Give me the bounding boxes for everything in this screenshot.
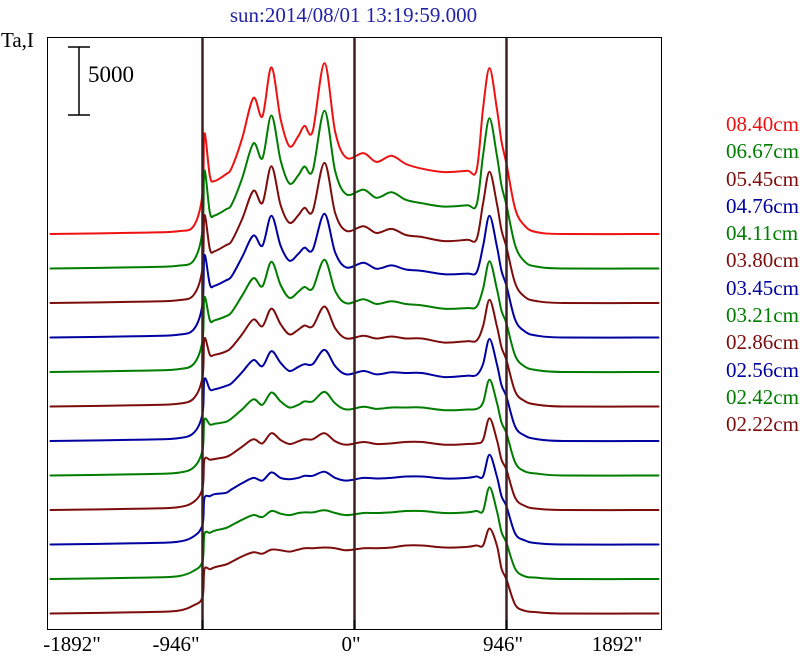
x-axis-tick-labels: -1892" -946" 0" 946" 1892": [0, 632, 807, 658]
trace-02.86cm: [49, 417, 660, 512]
x-tick-label: 0": [341, 632, 361, 656]
trace-02.56cm: [49, 453, 660, 546]
x-tick-label: -946": [152, 632, 200, 656]
legend-item-08.40cm: 08.40cm: [726, 112, 799, 136]
y-axis-label: Ta,I: [1, 28, 34, 52]
legend-item-03.21cm: 03.21cm: [726, 303, 799, 328]
legend-item-03.45cm: 03.45cm: [726, 275, 799, 300]
trace-03.80cm: [49, 298, 660, 408]
trace-04.11cm: [49, 258, 660, 374]
legend-item-06.67cm: 06.67cm: [726, 139, 799, 164]
plot-svg: [49, 38, 660, 629]
trace-03.21cm: [49, 378, 660, 477]
trace-08.40cm: [49, 62, 660, 236]
legend-item-02.22cm: 02.22cm: [726, 412, 799, 437]
trace-06.67cm: [49, 109, 660, 270]
trace-05.45cm: [49, 161, 660, 305]
legend-item-02.42cm: 02.42cm: [726, 384, 799, 409]
legend-item-02.86cm: 02.86cm: [726, 330, 799, 355]
x-tick-label: 1892": [591, 632, 643, 656]
legend-item-02.56cm: 02.56cm: [726, 357, 799, 382]
plot-box: [47, 37, 662, 630]
wavelength-legend: 08.40cm 06.67cm 05.45cm 04.76cm 04.11cm 03.80…: [726, 111, 807, 439]
scale-bar-label: 5000: [88, 62, 134, 87]
legend-item-04.11cm: 04.11cm: [726, 221, 799, 246]
x-tick-label: -1892": [43, 632, 101, 656]
legend-item-04.76cm: 04.76cm: [726, 193, 799, 218]
legend-item-03.80cm: 03.80cm: [726, 248, 799, 273]
trace-02.42cm: [49, 486, 660, 581]
legend-item-05.45cm: 05.45cm: [726, 166, 799, 191]
trace-03.45cm: [49, 338, 660, 443]
plot-title: sun:2014/08/01 13:19:59.000: [229, 3, 478, 27]
x-tick-label: 946": [482, 632, 524, 656]
trace-02.22cm: [49, 527, 660, 615]
trace-04.76cm: [49, 212, 660, 339]
